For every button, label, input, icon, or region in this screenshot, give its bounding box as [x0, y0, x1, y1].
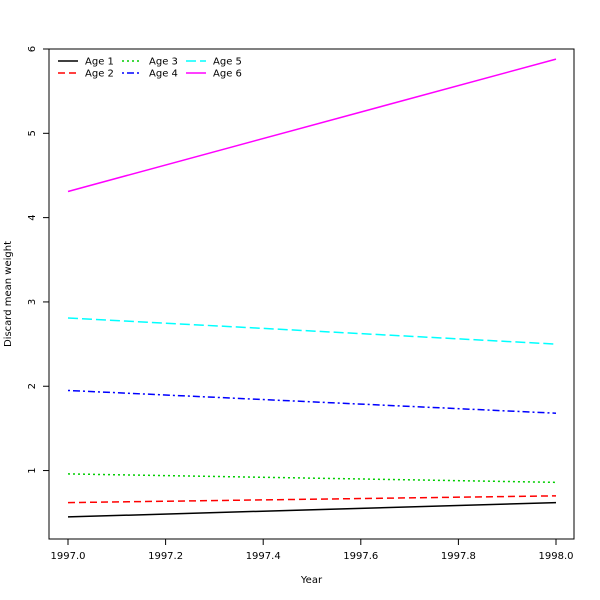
x-tick-label: 1997.2: [148, 551, 183, 562]
legend-label: Age 3: [149, 57, 178, 68]
series-line-age-1: [67, 501, 557, 518]
series-line-age-2: [67, 495, 557, 504]
x-tick-label: 1997.0: [51, 551, 86, 562]
series-line-age-6: [67, 58, 557, 193]
plot-frame: [48, 48, 575, 540]
x-tick-label: 1998.0: [539, 551, 574, 562]
legend-label: Age 5: [213, 57, 242, 68]
series-line-age-3: [67, 473, 557, 484]
series-line-age-4: [67, 389, 557, 414]
y-tick-label: 5: [27, 130, 38, 136]
x-tick-label: 1997.6: [343, 551, 378, 562]
y-tick-label: 1: [27, 467, 38, 473]
legend-label: Age 4: [149, 69, 178, 80]
x-axis-label: Year: [300, 575, 323, 586]
y-tick-label: 6: [27, 46, 38, 52]
legend-label: Age 6: [213, 69, 242, 80]
y-tick-label: 4: [27, 214, 38, 220]
x-tick-label: 1997.4: [246, 551, 281, 562]
legend-label: Age 1: [85, 57, 114, 68]
x-axis: 1997.0 1997.2 1997.4 1997.6 1997.8 1998.0: [51, 538, 574, 562]
series-line-age-5: [67, 317, 557, 345]
y-axis: 1 2 3 4 5 6: [27, 46, 50, 474]
x-tick-label: 1997.8: [441, 551, 476, 562]
series-layer: [67, 58, 557, 518]
y-axis-label: Discard mean weight: [3, 241, 14, 347]
legend-label: Age 2: [85, 69, 114, 80]
y-tick-label: 2: [27, 383, 38, 389]
y-tick-label: 3: [27, 299, 38, 305]
